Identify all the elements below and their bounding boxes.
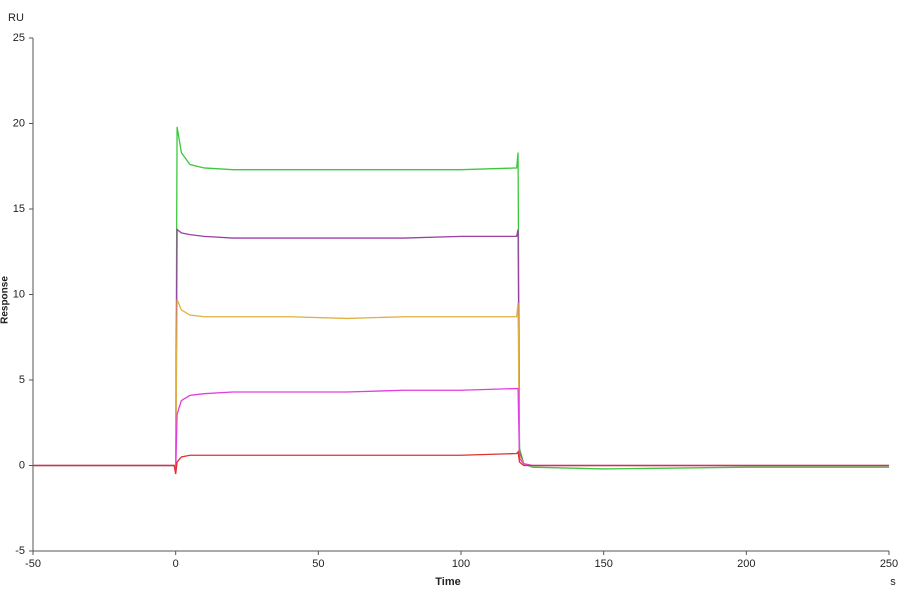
y-tick-label: 5 <box>19 374 25 386</box>
y-tick-label: 25 <box>13 32 25 44</box>
x-tick-label: 50 <box>312 558 324 570</box>
x-tick-label: 250 <box>880 558 898 570</box>
y-tick-label: 0 <box>19 459 25 471</box>
series-line <box>33 450 889 475</box>
y-tick-label: 20 <box>13 117 25 129</box>
y-axis-title: Response <box>0 276 11 324</box>
x-tick-label: 150 <box>594 558 612 570</box>
y-tick-label: 10 <box>13 288 25 300</box>
y-tick-label: -5 <box>15 545 25 557</box>
series-line <box>33 126 889 471</box>
series-line <box>33 228 889 471</box>
y-tick-label: 15 <box>13 203 25 215</box>
y-unit: RU <box>8 12 24 24</box>
x-tick-label: 0 <box>173 558 179 570</box>
series-line <box>33 299 889 471</box>
series-line <box>33 387 889 473</box>
x-tick-label: -50 <box>25 558 41 570</box>
x-tick-label: 100 <box>452 558 470 570</box>
x-unit: s <box>890 576 896 588</box>
x-axis-title: Time <box>435 576 460 588</box>
x-tick-label: 200 <box>737 558 755 570</box>
